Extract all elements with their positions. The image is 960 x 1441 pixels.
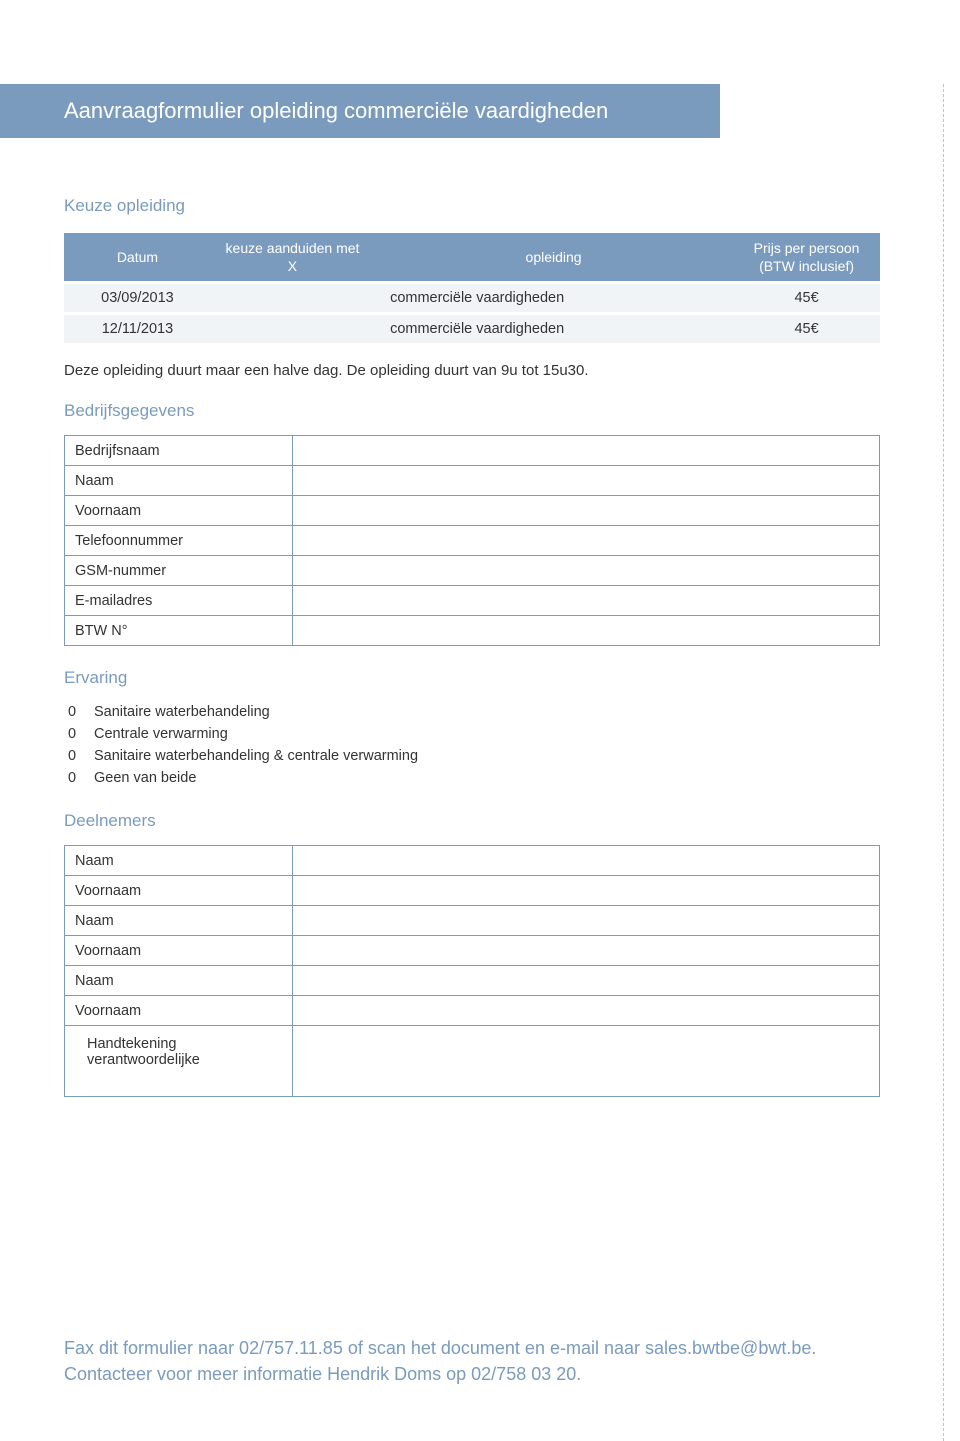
section-bedrijf-title: Bedrijfsgegevens [64,401,880,421]
field-input[interactable] [293,846,880,876]
field-input[interactable] [293,466,880,496]
field-label: Voornaam [65,496,293,526]
section-keuze-title: Keuze opleiding [64,196,880,216]
ervaring-option[interactable]: Sanitaire waterbehandeling [64,702,880,724]
ervaring-option[interactable]: Sanitaire waterbehandeling & centrale ve… [64,746,880,768]
cell-opleiding: commerciële vaardigheden [374,284,733,312]
table-row: Voornaam [65,936,880,966]
table-row: 03/09/2013 commerciële vaardigheden 45€ [64,284,880,312]
page-title-bar: Aanvraagformulier opleiding commerciële … [0,84,720,138]
table-row: Naam [65,846,880,876]
content-area: Keuze opleiding Datum keuze aanduiden me… [0,138,960,1097]
field-input[interactable] [293,436,880,466]
field-input[interactable] [293,906,880,936]
cell-prijs: 45€ [733,284,880,312]
cell-opleiding: commerciële vaardigheden [374,315,733,343]
field-label: Naam [65,966,293,996]
cell-keuze[interactable] [211,315,374,343]
th-opleiding: opleiding [374,233,733,281]
field-label: Telefoonnummer [65,526,293,556]
table-row: 12/11/2013 commerciële vaardigheden 45€ [64,315,880,343]
table-row: Voornaam [65,996,880,1026]
field-input[interactable] [293,936,880,966]
table-row: Voornaam [65,876,880,906]
table-row: Voornaam [65,496,880,526]
table-row: Telefoonnummer [65,526,880,556]
th-prijs: Prijs per persoon (BTW inclusief) [733,233,880,281]
cell-datum: 03/09/2013 [64,284,211,312]
field-label: Voornaam [65,876,293,906]
field-label: Naam [65,466,293,496]
table-row: Bedrijfsnaam [65,436,880,466]
field-input[interactable] [293,586,880,616]
field-input[interactable] [293,996,880,1026]
field-label: E-mailadres [65,586,293,616]
field-label: BTW N° [65,616,293,646]
field-input[interactable] [293,876,880,906]
field-label: Naam [65,906,293,936]
deelnemers-table: NaamVoornaamNaamVoornaamNaamVoornaam Han… [64,845,880,1097]
cell-keuze[interactable] [211,284,374,312]
table-row: Naam [65,466,880,496]
ervaring-list: Sanitaire waterbehandelingCentrale verwa… [64,702,880,789]
field-input[interactable] [293,966,880,996]
keuze-table: Datum keuze aanduiden met X opleiding Pr… [64,230,880,346]
section-ervaring-title: Ervaring [64,668,880,688]
field-input[interactable] [293,616,880,646]
field-label: Bedrijfsnaam [65,436,293,466]
keuze-note: Deze opleiding duurt maar een halve dag.… [64,362,880,379]
signature-row: Handtekening verantwoordelijke [65,1026,880,1097]
table-header-row: Datum keuze aanduiden met X opleiding Pr… [64,233,880,281]
table-row: Naam [65,906,880,936]
field-input[interactable] [293,526,880,556]
th-datum: Datum [64,233,211,281]
field-label: Voornaam [65,936,293,966]
table-row: GSM-nummer [65,556,880,586]
bedrijf-table: BedrijfsnaamNaamVoornaamTelefoonnummerGS… [64,435,880,646]
page-divider-dashed [942,84,944,1441]
field-label: Naam [65,846,293,876]
ervaring-option[interactable]: Centrale verwarming [64,724,880,746]
footer-instruction: Fax dit formulier naar 02/757.11.85 of s… [64,1335,880,1387]
signature-field[interactable] [293,1026,880,1097]
field-input[interactable] [293,496,880,526]
ervaring-option[interactable]: Geen van beide [64,768,880,790]
signature-label: Handtekening verantwoordelijke [65,1026,293,1097]
field-label: GSM-nummer [65,556,293,586]
th-aanduiden: keuze aanduiden met X [211,233,374,281]
table-row: BTW N° [65,616,880,646]
table-row: Naam [65,966,880,996]
cell-datum: 12/11/2013 [64,315,211,343]
page-title: Aanvraagformulier opleiding commerciële … [64,98,608,123]
keuze-tbody: 03/09/2013 commerciële vaardigheden 45€ … [64,284,880,343]
cell-prijs: 45€ [733,315,880,343]
field-input[interactable] [293,556,880,586]
table-row: E-mailadres [65,586,880,616]
field-label: Voornaam [65,996,293,1026]
section-deelnemers-title: Deelnemers [64,811,880,831]
